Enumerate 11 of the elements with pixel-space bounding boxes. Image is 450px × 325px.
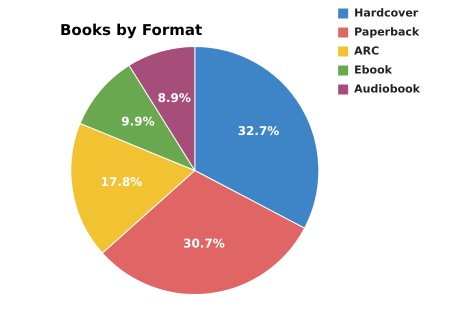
legend-label: ARC — [354, 44, 380, 58]
data-label: 9.9% — [121, 114, 155, 129]
data-label: 17.8% — [100, 175, 142, 190]
data-label: 30.7% — [183, 236, 225, 250]
legend-label: Audiobook — [354, 82, 421, 96]
data-label: 8.9% — [158, 91, 191, 106]
legend-label: Hardcover — [354, 6, 419, 20]
data-label: 32.7% — [238, 124, 280, 138]
legend-label: Ebook — [354, 63, 393, 76]
text: Books by Format — [60, 20, 202, 39]
legend-label: Paperback — [354, 25, 420, 38]
